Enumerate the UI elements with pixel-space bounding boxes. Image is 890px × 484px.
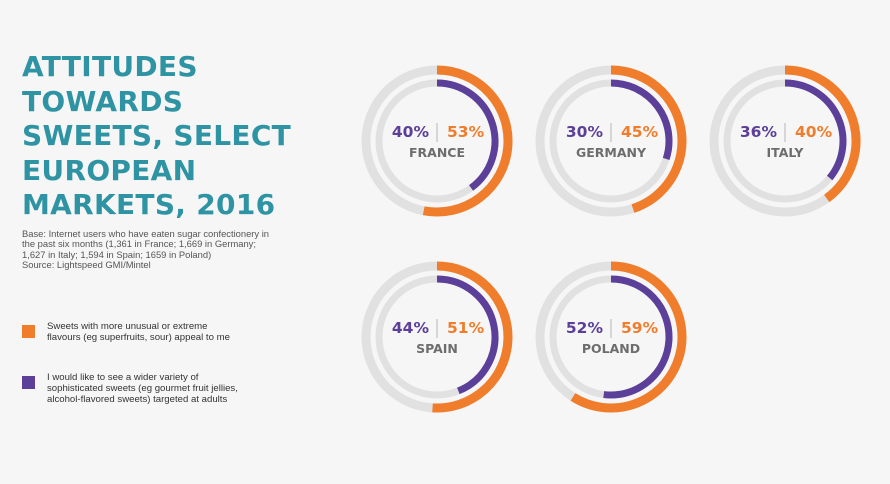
legend-line: Sweets with more unusual or extreme (47, 321, 208, 332)
title-line: SWEETS, SELECT (22, 119, 292, 152)
unusual-value-label: 40% (795, 123, 833, 141)
sophisticated-sweets-arc-poland (603, 275, 673, 399)
sophisticated-value-label: 36% (740, 123, 778, 141)
legend-label: I would like to see a wider variety of s… (47, 372, 238, 405)
title-line: ATTITUDES (22, 50, 198, 83)
unusual-flavours-arc-france (422, 65, 513, 217)
unusual-flavours-arc-poland (570, 261, 687, 413)
title-line: TOWARDS (22, 84, 184, 118)
note-line: 1,627 in Italy; 1,594 in Spain; 1659 in … (22, 248, 212, 260)
unusual-value-label: 59% (621, 319, 659, 337)
legend-line: flavours (eg superfruits, sour) appeal t… (47, 332, 230, 343)
unusual-value-label: 45% (621, 123, 659, 141)
sophisticated-value-label: 44% (392, 319, 430, 337)
unusual-value-label: 53% (447, 123, 485, 141)
page-title: ATTITUDES TOWARDS SWEETS, SELECT EUROPEA… (22, 50, 352, 223)
donut-poland: 52% 59% POLAND (535, 261, 687, 413)
donut-italy: 36% 40% ITALY (709, 65, 861, 217)
unusual-flavours-arc-germany (610, 65, 687, 213)
note-line: the past six months (1,361 in France; 1,… (22, 238, 256, 250)
donut-france: 40% 53% FRANCE (361, 65, 513, 217)
sophisticated-sweets-arc-spain (436, 275, 499, 395)
donut-spain: 44% 51% SPAIN (361, 261, 513, 413)
sophisticated-value-label: 40% (392, 123, 430, 141)
donut-germany: 30% 45% GERMANY (535, 65, 687, 217)
note-line: Base: Internet users who have eaten suga… (22, 228, 270, 239)
legend-line: I would like to see a wider variety of (47, 372, 199, 383)
sophisticated-sweets-arc-italy (784, 79, 847, 181)
country-label: POLAND (582, 341, 640, 356)
unusual-flavours-arc-italy (784, 65, 861, 203)
legend-label: Sweets with more unusual or extreme flav… (47, 321, 230, 343)
sophisticated-sweets-arc-germany (610, 79, 673, 160)
legend-line: sophisticated sweets (eg gourmet fruit j… (47, 383, 238, 394)
sophisticated-sweets-arc-france (436, 79, 499, 191)
country-label: ITALY (767, 145, 805, 160)
sophisticated-value-label: 52% (566, 319, 604, 337)
title-line: EUROPEAN (22, 153, 197, 187)
legend-swatch-purple (22, 376, 35, 389)
country-label: SPAIN (416, 341, 458, 356)
note-line: Source: Lightspeed GMI/Mintel (22, 259, 151, 271)
country-label: GERMANY (576, 145, 647, 160)
base-source-note: Base: Internet users who have eaten suga… (22, 228, 342, 271)
unusual-value-label: 51% (447, 319, 485, 337)
sophisticated-value-label: 30% (566, 123, 604, 141)
unusual-flavours-arc-spain (432, 261, 513, 413)
title-line: MARKETS, 2016 (22, 188, 276, 221)
legend-line: alcohol-flavored sweets) targeted at adu… (47, 394, 228, 405)
country-label: FRANCE (409, 145, 465, 160)
legend-swatch-orange (22, 325, 35, 338)
